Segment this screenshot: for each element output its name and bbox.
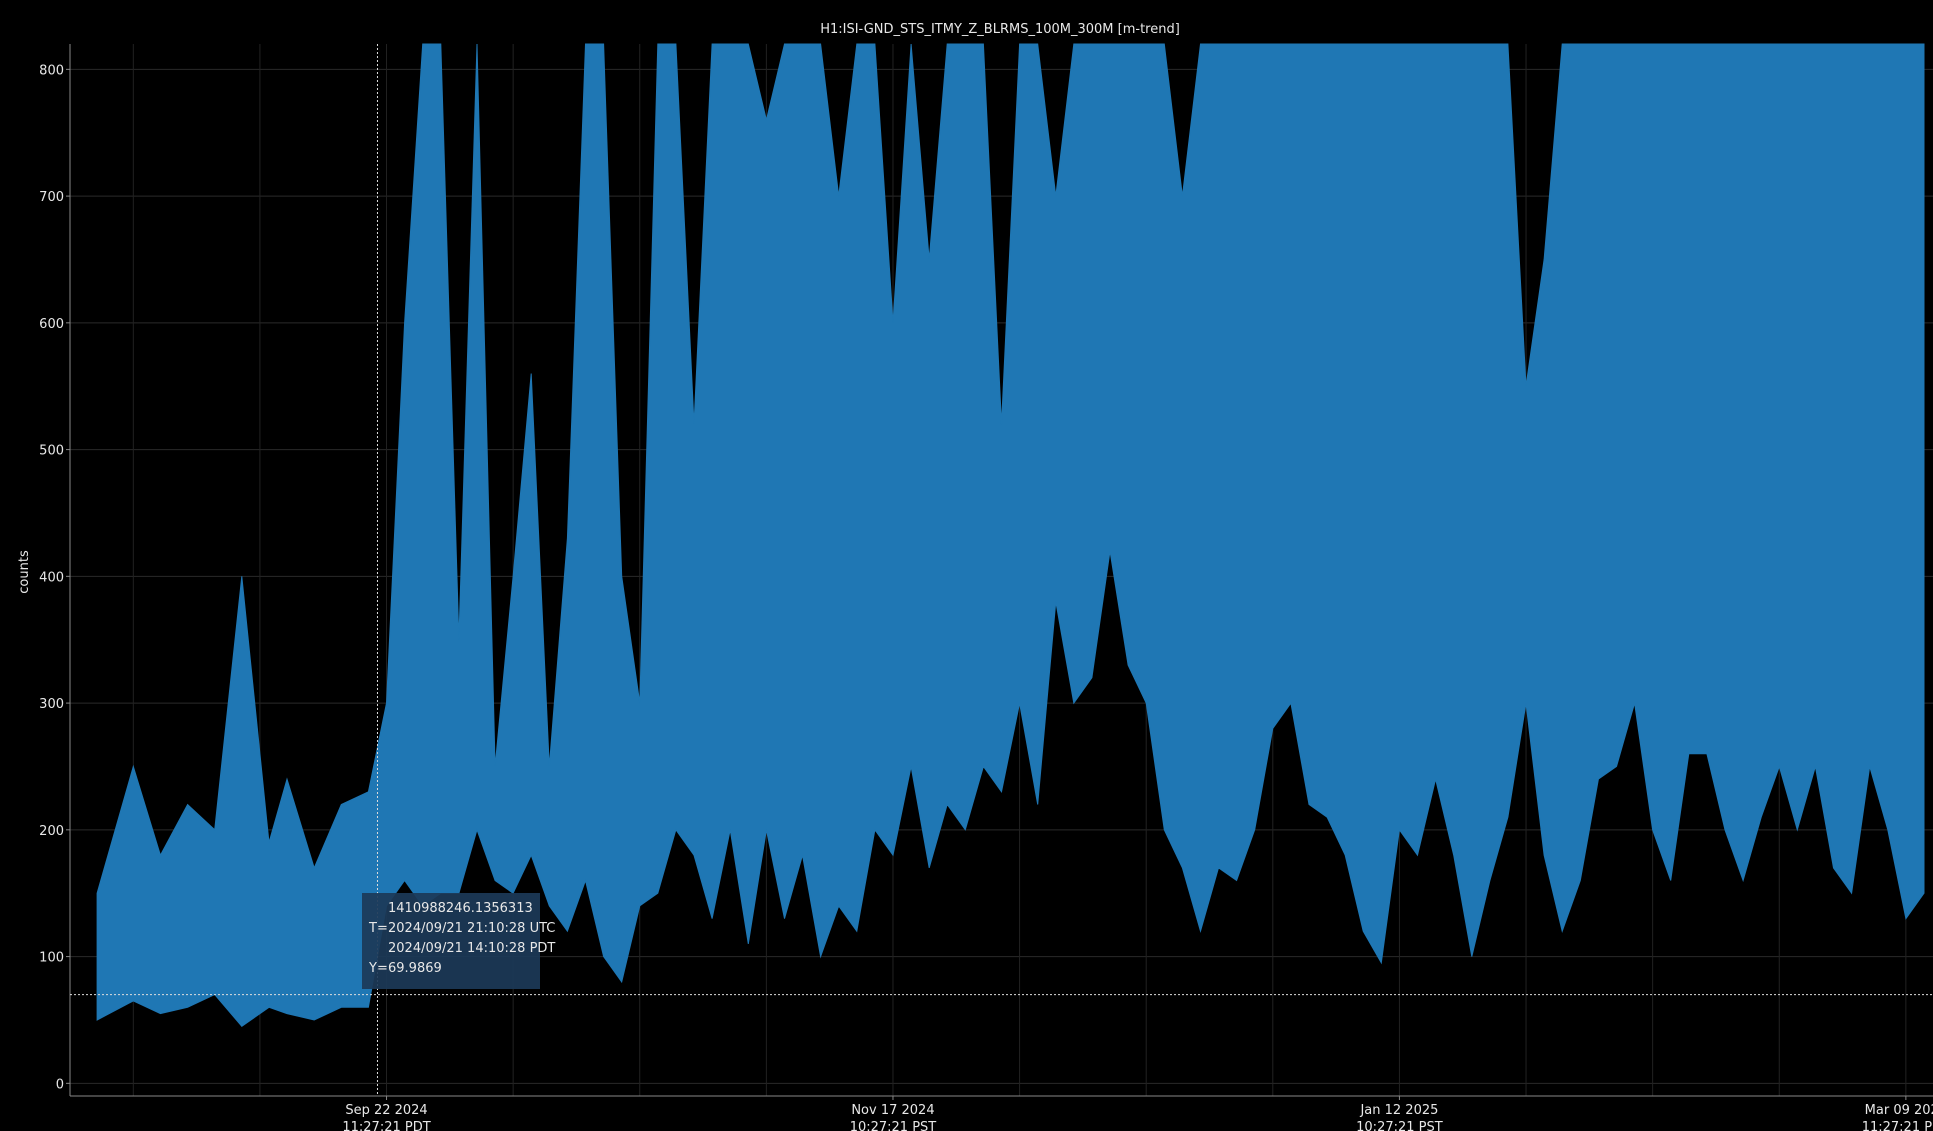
axes [69, 44, 1933, 1097]
y-tick-label: 800 [39, 63, 64, 78]
y-tick-label: 700 [39, 190, 64, 205]
y-tick-label: 300 [39, 697, 64, 712]
x-tick-date: Mar 09 2025 [1865, 1103, 1933, 1118]
cursor-local-time: 2024/09/21 14:10:28 PDT [388, 941, 556, 956]
y-tick-label: 0 [56, 1077, 64, 1092]
x-tick-date: Jan 12 2025 [1359, 1103, 1438, 1118]
cursor-gps-time: 1410988246.1356313 [388, 901, 533, 916]
x-tick-time: 11:27:21 PDT [1862, 1120, 1933, 1131]
cursor-y-prefix: Y= [369, 961, 388, 976]
x-tick-labels: Sep 22 2024 11:27:21 PDT Nov 17 2024 10:27:… [342, 1096, 1933, 1131]
series-area [96, 43, 1925, 1027]
cursor-readout: 1410988246.1356313 T=2024/09/21 21:10:28… [362, 893, 555, 989]
y-tick-label: 100 [39, 951, 64, 966]
cursor-utc-time: 2024/09/21 21:10:28 UTC [388, 921, 556, 936]
y-tick-label: 500 [39, 444, 64, 459]
y-tick-labels: 0 100 200 300 400 500 600 700 800 [39, 63, 70, 1092]
y-tick-label: 400 [39, 570, 64, 585]
x-tick-time: 10:27:21 PST [850, 1120, 937, 1131]
cursor-t-prefix: T= [369, 921, 388, 936]
x-tick-date: Nov 17 2024 [851, 1103, 934, 1118]
y-axis-label: counts [17, 550, 32, 594]
data-series [96, 43, 1925, 1027]
x-tick-date: Sep 22 2024 [345, 1103, 427, 1118]
x-tick-time: 10:27:21 PST [1356, 1120, 1443, 1131]
x-tick-time: 11:27:21 PDT [342, 1120, 430, 1131]
y-tick-label: 200 [39, 824, 64, 839]
y-tick-label: 600 [39, 317, 64, 332]
cursor-y-value: 69.9869 [388, 961, 442, 976]
chart-title: H1:ISI-GND_STS_ITMY_Z_BLRMS_100M_300M [m… [820, 22, 1180, 37]
